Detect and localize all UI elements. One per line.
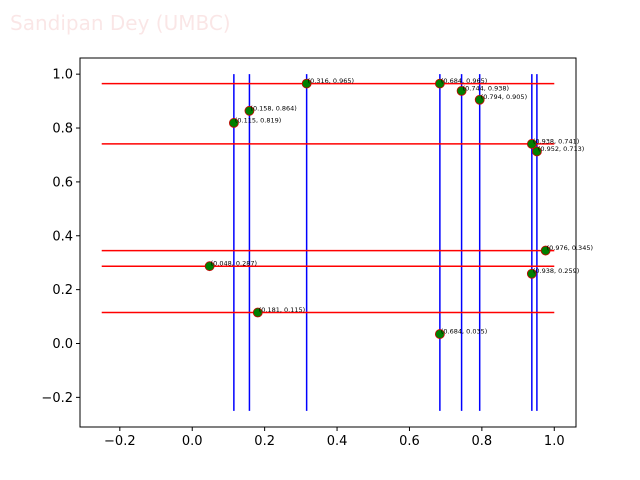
point-label-5: (0.794, 0.905) xyxy=(481,93,527,101)
axes-frame xyxy=(79,57,577,428)
data-point-9 xyxy=(526,268,537,279)
x-tick-label-0: −0.2 xyxy=(104,434,136,449)
point-label-7: (0.952, 0.713) xyxy=(538,145,584,153)
y-tick-label-6: 1.0 xyxy=(52,68,73,83)
point-label-9: (0.938, 0.259) xyxy=(533,267,579,275)
point-label-10: (0.048, 0.287) xyxy=(211,260,257,268)
reference-lines xyxy=(101,74,555,411)
data-point-4 xyxy=(456,85,467,96)
data-point-1 xyxy=(244,105,255,116)
point-label-0: (0.115, 0.819) xyxy=(235,116,281,124)
data-point-8 xyxy=(540,245,551,256)
watermark-text: Sandipan Dey (UMBC) xyxy=(10,11,231,35)
x-tick-label-2: 0.2 xyxy=(254,434,275,449)
data-point-6 xyxy=(526,139,537,149)
data-point-2 xyxy=(301,78,312,89)
point-label-3: (0.684, 0.965) xyxy=(441,77,487,85)
x-tick-label-1: 0.0 xyxy=(182,434,203,449)
data-point-0 xyxy=(228,118,239,128)
point-label-6: (0.938, 0.741) xyxy=(533,137,579,145)
y-tick-label-3: 0.4 xyxy=(52,229,73,244)
axis-ticks: −0.2 0.0 0.2 0.4 0.6 0.8 1.0 −0.2 0.0 0.2 0.4 0.6 0.… xyxy=(41,68,564,449)
point-label-1: (0.158, 0.864) xyxy=(250,104,296,112)
data-point-12 xyxy=(434,329,445,339)
x-tick-label-4: 0.6 xyxy=(399,434,420,449)
data-point-7 xyxy=(531,146,542,157)
data-point-5 xyxy=(474,94,485,105)
point-label-2: (0.316, 0.965) xyxy=(308,77,354,85)
data-point-11 xyxy=(252,307,263,318)
x-tick-label-5: 0.8 xyxy=(472,434,493,449)
y-tick-label-5: 0.8 xyxy=(52,122,73,137)
point-label-8: (0.976, 0.345) xyxy=(547,244,593,252)
data-points xyxy=(204,78,551,339)
point-label-11: (0.181, 0.115) xyxy=(259,306,305,314)
x-tick-label-3: 0.4 xyxy=(327,434,348,449)
x-tick-label-6: 1.0 xyxy=(544,434,565,449)
y-tick-label-1: 0.0 xyxy=(52,337,73,352)
data-point-3 xyxy=(434,78,445,89)
point-label-12: (0.684, 0.035) xyxy=(441,328,487,336)
y-tick-label-0: −0.2 xyxy=(41,391,73,406)
y-tick-label-4: 0.6 xyxy=(52,175,73,190)
point-labels: (0.115, 0.819) (0.158, 0.864) (0.316, 0.96… xyxy=(211,77,593,335)
data-point-10 xyxy=(204,261,215,272)
y-tick-label-2: 0.2 xyxy=(52,283,73,298)
point-label-4: (0.744, 0.938) xyxy=(463,84,509,92)
